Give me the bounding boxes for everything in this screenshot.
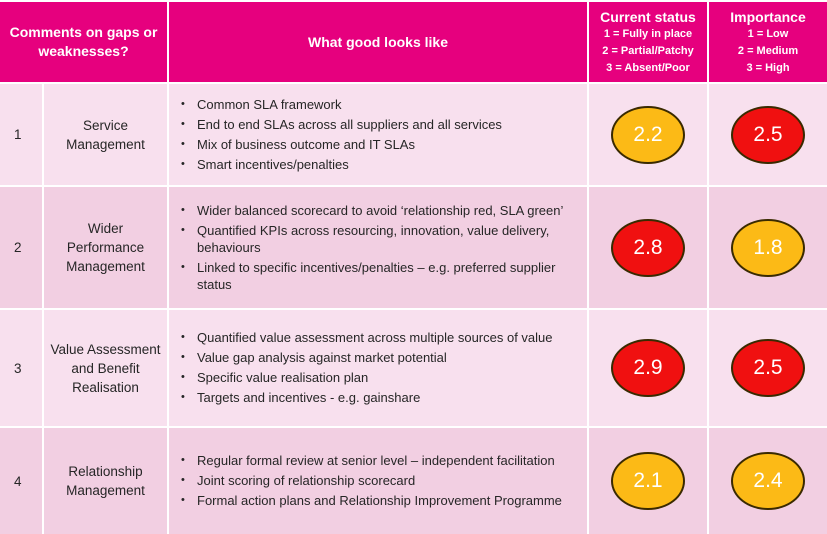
bullet-icon: • (181, 331, 185, 343)
header-good-label: What good looks like (307, 34, 448, 50)
current-status-cell: 2.1 (589, 428, 707, 534)
bullet-text: Common SLA framework (197, 96, 342, 112)
row-name: Value Assessment and Benefit Realisation (44, 310, 167, 426)
bullet-list: • Regular formal review at senior level –… (177, 450, 562, 512)
good-practice-list: • Common SLA framework • End to end SLAs ac… (169, 84, 587, 185)
good-practice-list: • Wider balanced scorecard to avoid ‘rela… (169, 187, 587, 308)
row-number: 4 (0, 428, 42, 534)
current-status-score-circle: 2.9 (611, 339, 685, 397)
bullet-item: • Regular formal review at senior level –… (177, 452, 562, 469)
row-name: Wider Performance Management (44, 187, 167, 308)
row-number: 1 (0, 84, 42, 185)
header-current-status-title: Current status (600, 8, 696, 25)
scale-line: 2 = Medium (737, 44, 799, 57)
current-status-cell: 2.2 (589, 84, 707, 185)
header-gaps: Comments on gaps or weaknesses? (0, 2, 167, 82)
importance-score-circle: 2.4 (731, 452, 805, 510)
importance-cell: 2.5 (709, 84, 827, 185)
bullet-icon: • (181, 391, 185, 403)
current-status-cell: 2.8 (589, 187, 707, 308)
row-name: Relationship Management (44, 428, 167, 534)
bullet-list: • Wider balanced scorecard to avoid ‘rela… (177, 200, 577, 296)
current-status-cell: 2.9 (589, 310, 707, 426)
importance-score-circle: 1.8 (731, 218, 805, 277)
scale-line: 3 = Absent/Poor (606, 61, 690, 74)
bullet-text: Mix of business outcome and IT SLAs (197, 136, 415, 152)
bullet-text: Targets and incentives - e.g. gainshare (197, 390, 421, 405)
bullet-icon: • (181, 474, 185, 486)
scale-line: 1 = Low (747, 27, 789, 40)
good-practice-list: • Quantified value assessment across mult… (169, 310, 587, 426)
bullet-item: • Mix of business outcome and IT SLAs (177, 136, 502, 153)
bullet-icon: • (181, 137, 185, 150)
bullet-item: • Targets and incentives - e.g. gainshare (177, 389, 553, 406)
bullet-item: • Joint scoring of relationship scorecard (177, 472, 562, 489)
bullet-item: • Quantified KPIs across resourcing, inno… (177, 222, 577, 256)
bullet-text: Quantified KPIs across resourcing, innov… (197, 222, 550, 255)
bullet-icon: • (181, 260, 185, 273)
header-good: What good looks like (169, 2, 587, 82)
importance-score-circle: 2.5 (731, 339, 805, 397)
header-importance: Importance 1 = Low 2 = Medium 3 = High (709, 2, 827, 82)
bullet-text: Linked to specific incentives/penalties … (197, 259, 556, 292)
bullet-icon: • (181, 117, 185, 130)
current-status-score-circle: 2.2 (611, 105, 685, 164)
header-current-status: Current status 1 = Fully in place 2 = Pa… (589, 2, 707, 82)
importance-score-circle: 2.5 (731, 105, 805, 164)
row-name: Service Management (44, 84, 167, 185)
bullet-item: • Quantified value assessment across mult… (177, 329, 553, 346)
row-number: 2 (0, 187, 42, 308)
bullet-icon: • (181, 454, 185, 466)
bullet-text: Joint scoring of relationship scorecard (197, 473, 416, 488)
importance-cell: 2.4 (709, 428, 827, 534)
scale-line: 1 = Fully in place (603, 27, 693, 40)
header-importance-title: Importance (730, 8, 806, 25)
bullet-item: • Specific value realisation plan (177, 369, 553, 386)
bullet-text: Specific value realisation plan (197, 370, 369, 385)
scale-line: 2 = Partial/Patchy (602, 44, 694, 57)
bullet-list: • Quantified value assessment across mult… (177, 327, 553, 409)
bullet-icon: • (181, 157, 185, 170)
current-status-score-circle: 2.8 (611, 218, 685, 277)
bullet-item: • Value gap analysis against market poten… (177, 349, 553, 366)
bullet-icon: • (181, 203, 185, 216)
bullet-icon: • (181, 97, 185, 110)
scale-line: 3 = High (746, 61, 790, 74)
bullet-item: • Smart incentives/penalties (177, 156, 502, 173)
bullet-item: • Common SLA framework (177, 96, 502, 113)
bullet-text: Value gap analysis against market potent… (197, 350, 447, 365)
bullet-text: Quantified value assessment across multi… (197, 330, 553, 345)
bullet-list: • Common SLA framework • End to end SLAs ac… (177, 94, 502, 176)
bullet-text: Smart incentives/penalties (197, 156, 349, 172)
current-status-score-circle: 2.1 (611, 452, 685, 510)
row-number: 3 (0, 310, 42, 426)
bullet-icon: • (181, 371, 185, 383)
bullet-text: Regular formal review at senior level – … (197, 453, 555, 468)
bullet-icon: • (181, 494, 185, 506)
good-practice-list: • Regular formal review at senior level –… (169, 428, 587, 534)
importance-cell: 1.8 (709, 187, 827, 308)
bullet-item: • Formal action plans and Relationship Im… (177, 492, 562, 509)
bullet-item: • Wider balanced scorecard to avoid ‘rela… (177, 202, 577, 219)
bullet-item: • Linked to specific incentives/penalties… (177, 259, 577, 293)
bullet-text: Wider balanced scorecard to avoid ‘relat… (197, 202, 564, 218)
bullet-item: • End to end SLAs across all suppliers an… (177, 116, 502, 133)
bullet-icon: • (181, 223, 185, 236)
bullet-text: End to end SLAs across all suppliers and… (197, 116, 502, 132)
bullet-icon: • (181, 351, 185, 363)
header-gaps-label: Comments on gaps or weaknesses? (9, 24, 158, 59)
importance-cell: 2.5 (709, 310, 827, 426)
bullet-text: Formal action plans and Relationship Imp… (197, 493, 562, 508)
